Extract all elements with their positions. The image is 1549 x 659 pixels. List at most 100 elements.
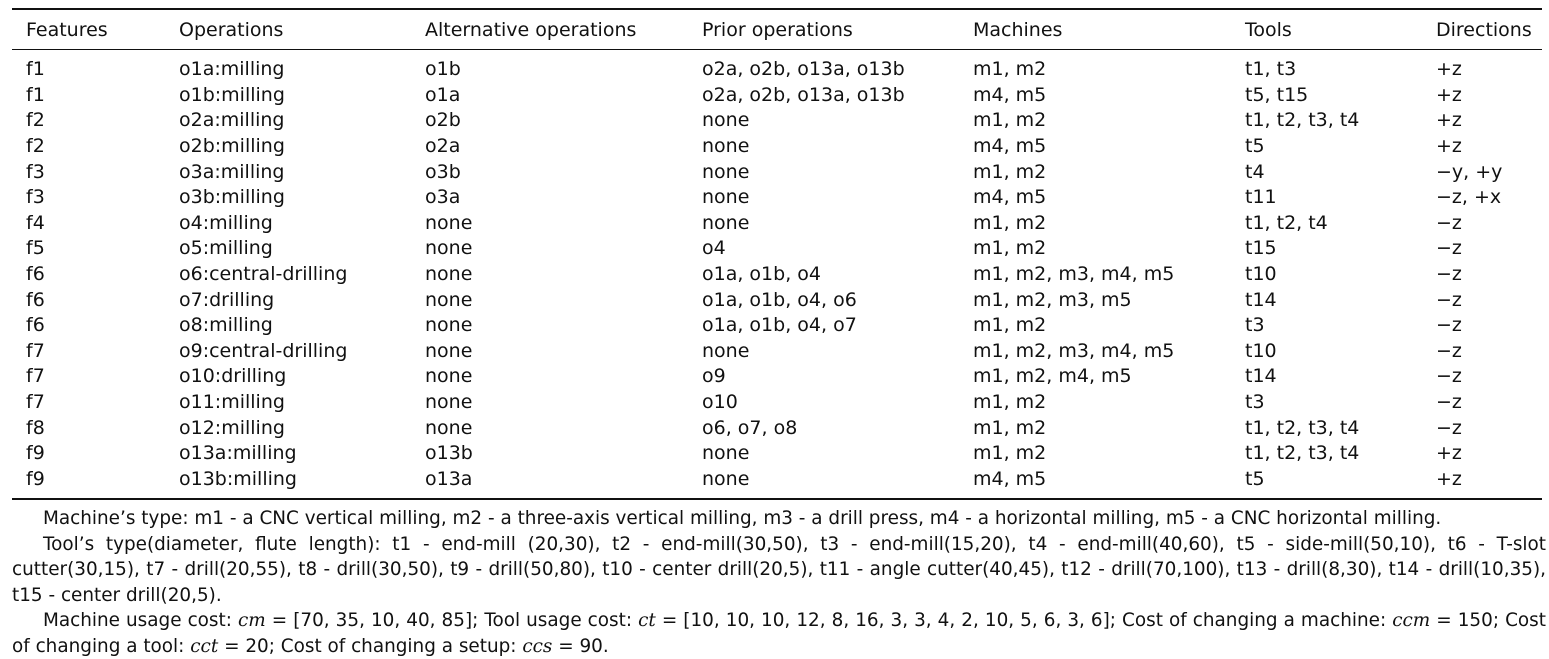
cell-prior-operations: o9 — [702, 365, 726, 388]
bottom-rule — [12, 498, 1542, 500]
cell-machines: m4, m5 — [973, 186, 1047, 209]
cell-directions: +z — [1436, 442, 1462, 465]
cct-symbol: cct — [190, 635, 219, 657]
cell-directions: +z — [1436, 135, 1462, 158]
cell-machines: m1, m2, m3, m5 — [973, 288, 1132, 311]
machine-usage-label: Machine usage cost: — [43, 610, 238, 631]
cell-tools: t15 — [1245, 237, 1277, 260]
cell-machines: m1, m2, m4, m5 — [973, 365, 1132, 388]
cell-directions: +z — [1436, 83, 1462, 106]
cell-machines: m1, m2, m3, m4, m5 — [973, 263, 1175, 286]
cell-alternative-operations: o1b — [425, 58, 461, 81]
cm-value: = [70, 35, 10, 40, 85]; — [265, 610, 485, 631]
cell-operation: o5:milling — [179, 237, 273, 260]
cell-machines: m1, m2 — [973, 416, 1047, 439]
cell-alternative-operations: none — [425, 339, 473, 362]
cell-tools: t11 — [1245, 186, 1277, 209]
cell-directions: −z — [1436, 314, 1462, 337]
cell-feature: f5 — [26, 237, 45, 260]
table-notes: Machine’s type: m1 - a CNC vertical mill… — [12, 506, 1546, 659]
table-row: f3 o3b:milling o3a none m4, m5 t11 −z, +x — [12, 185, 1549, 211]
cell-operation: o1b:milling — [179, 83, 285, 106]
cell-operation: o10:drilling — [179, 365, 287, 388]
cell-alternative-operations: o2b — [425, 109, 461, 132]
cell-operation: o12:milling — [179, 416, 285, 439]
cell-machines: m4, m5 — [973, 135, 1047, 158]
cell-directions: −z — [1436, 211, 1462, 234]
cell-directions: −y, +y — [1436, 160, 1503, 183]
cell-machines: m1, m2, m3, m4, m5 — [973, 339, 1175, 362]
cell-alternative-operations: none — [425, 211, 473, 234]
cell-prior-operations: none — [702, 186, 750, 209]
cell-prior-operations: o2a, o2b, o13a, o13b — [702, 58, 905, 81]
cell-machines: m1, m2 — [973, 211, 1047, 234]
cell-machines: m1, m2 — [973, 237, 1047, 260]
cell-alternative-operations: none — [425, 237, 473, 260]
header-directions: Directions — [1436, 18, 1532, 41]
ccs-label: Cost of changing a setup: — [280, 635, 523, 657]
table-row: f6 o8:milling none o1a, o1b, o4, o7 m1, m2 t3… — [12, 313, 1549, 339]
table-row: f9 o13a:milling o13b none m1, m2 t1, t2, t3, … — [12, 441, 1549, 467]
cell-feature: f9 — [26, 442, 45, 465]
machine-types-note: Machine’s type: m1 - a CNC vertical mill… — [43, 508, 1442, 529]
cell-directions: +z — [1436, 58, 1462, 81]
cell-tools: t3 — [1245, 314, 1265, 337]
cell-prior-operations: none — [702, 109, 750, 132]
cell-feature: f1 — [26, 58, 45, 81]
cell-tools: t10 — [1245, 339, 1277, 362]
cell-directions: −z — [1436, 416, 1462, 439]
ccm-label: Cost of changing a machine: — [1122, 610, 1393, 631]
cell-alternative-operations: o1a — [425, 83, 461, 106]
cell-tools: t14 — [1245, 365, 1277, 388]
table-row: f7 o9:central-drilling none none m1, m2, m3,… — [12, 339, 1549, 365]
cell-tools: t1, t3 — [1245, 58, 1297, 81]
cell-alternative-operations: none — [425, 391, 473, 414]
cell-machines: m4, m5 — [973, 83, 1047, 106]
cell-operation: o2a:milling — [179, 109, 285, 132]
cell-alternative-operations: o13a — [425, 467, 473, 490]
cell-feature: f4 — [26, 211, 45, 234]
cell-machines: m1, m2 — [973, 109, 1047, 132]
cell-operation: o3a:milling — [179, 160, 285, 183]
cell-prior-operations: none — [702, 467, 750, 490]
cell-tools: t5, t15 — [1245, 83, 1309, 106]
cell-feature: f2 — [26, 135, 45, 158]
cell-directions: +z — [1436, 467, 1462, 490]
cell-operation: o9:central-drilling — [179, 339, 348, 362]
table-row: f1 o1a:milling o1b o2a, o2b, o13a, o13b m1, … — [12, 49, 1549, 83]
costs-note: Machine usage cost: cm = [70, 35, 10, 40… — [12, 608, 1546, 659]
cell-feature: f6 — [26, 263, 45, 286]
cell-feature: f1 — [26, 83, 45, 106]
header-features: Features — [26, 18, 108, 41]
cell-operation: o7:drilling — [179, 288, 275, 311]
cell-machines: m1, m2 — [973, 391, 1047, 414]
cell-directions: −z — [1436, 288, 1462, 311]
cell-alternative-operations: o3b — [425, 160, 461, 183]
cell-alternative-operations: none — [425, 288, 473, 311]
cell-prior-operations: o6, o7, o8 — [702, 416, 798, 439]
cell-prior-operations: none — [702, 135, 750, 158]
cell-feature: f6 — [26, 314, 45, 337]
cell-tools: t1, t2, t3, t4 — [1245, 416, 1360, 439]
cell-feature: f7 — [26, 365, 45, 388]
header-alternative-operations: Alternative operations — [425, 18, 637, 41]
header-row: Features Operations Alternative operatio… — [12, 10, 1549, 49]
table-row: f8 o12:milling none o6, o7, o8 m1, m2 t1, t2,… — [12, 415, 1549, 441]
cell-alternative-operations: o3a — [425, 186, 461, 209]
tool-usage-label: Tool usage cost: — [484, 610, 639, 631]
table-row: f3 o3a:milling o3b none m1, m2 t4 −y, +y — [12, 159, 1549, 185]
table-figure: Features Operations Alternative operatio… — [12, 8, 1549, 657]
cell-prior-operations: o10 — [702, 391, 738, 414]
cell-tools: t1, t2, t3, t4 — [1245, 442, 1360, 465]
header-operations: Operations — [179, 18, 284, 41]
cell-alternative-operations: none — [425, 314, 473, 337]
cct-value: = 20; — [218, 635, 281, 657]
cell-tools: t5 — [1245, 467, 1265, 490]
cell-operation: o11:milling — [179, 391, 285, 414]
cell-prior-operations: none — [702, 339, 750, 362]
cell-feature: f7 — [26, 391, 45, 414]
ccm-value: = 150; — [1430, 610, 1506, 631]
cell-tools: t10 — [1245, 263, 1277, 286]
cell-directions: +z — [1436, 109, 1462, 132]
cell-machines: m1, m2 — [973, 314, 1047, 337]
